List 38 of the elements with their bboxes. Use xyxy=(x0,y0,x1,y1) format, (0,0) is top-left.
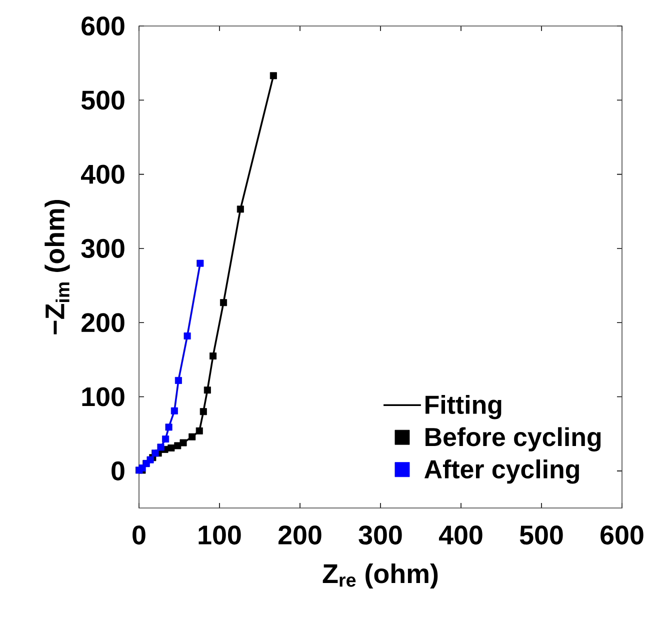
point xyxy=(196,427,203,434)
point xyxy=(157,444,164,451)
point xyxy=(165,424,172,431)
x-axis-title: Z$_{re}$ (ohm) xyxy=(322,563,438,589)
x-tick-label: 500 xyxy=(520,526,563,545)
point xyxy=(196,260,204,267)
point xyxy=(152,450,159,457)
x-tick-label: 200 xyxy=(278,526,322,545)
legend-label: Before cycling xyxy=(426,427,601,452)
point xyxy=(200,408,207,416)
legend-label: Fitting xyxy=(426,394,502,420)
point xyxy=(162,436,170,443)
y-tick-label: 200 xyxy=(82,313,124,332)
y-tick-label: 500 xyxy=(81,90,124,110)
point xyxy=(204,386,211,394)
point xyxy=(210,352,217,360)
point xyxy=(188,433,196,440)
y-tick-label: 600 xyxy=(82,16,124,36)
x-tick-label: 0 xyxy=(132,526,146,545)
point xyxy=(270,72,277,80)
y-tick-label: 100 xyxy=(82,387,124,406)
y-tick-label: 0 xyxy=(112,461,124,480)
x-tick-label: 300 xyxy=(358,526,402,545)
point xyxy=(168,444,175,452)
x-tick-label: 400 xyxy=(438,526,482,545)
point xyxy=(184,332,191,340)
legend-label: After cycling xyxy=(424,459,579,484)
x-tick-label: 100 xyxy=(198,526,241,545)
point xyxy=(170,407,178,414)
y-tick-label: 400 xyxy=(81,164,124,184)
point xyxy=(180,439,187,446)
point xyxy=(236,206,244,213)
point xyxy=(146,456,154,464)
y-tick-label: 300 xyxy=(81,238,124,258)
y-axis-title: −Z$_{im}$ (ohm) xyxy=(44,200,70,334)
x-tick-label: 600 xyxy=(600,526,644,545)
point xyxy=(174,376,182,384)
point xyxy=(220,299,228,306)
